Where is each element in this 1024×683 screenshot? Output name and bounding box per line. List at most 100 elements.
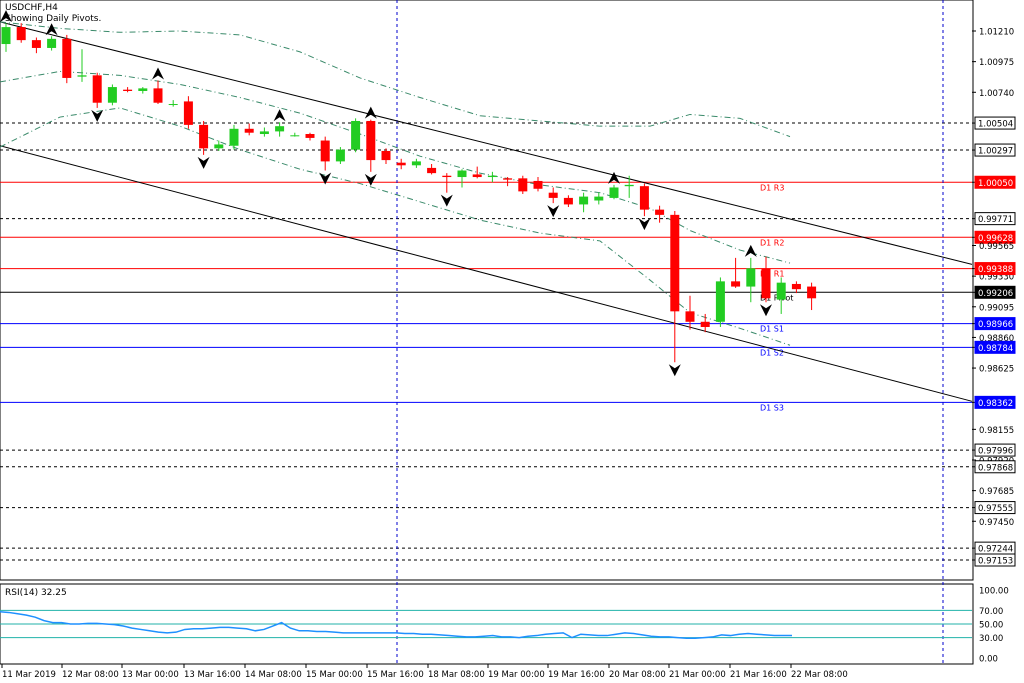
candle-body xyxy=(168,104,178,106)
candle-body xyxy=(107,87,117,103)
candle-body xyxy=(366,120,376,161)
pivot-label: D1 S1 xyxy=(760,325,784,334)
candle-body xyxy=(594,196,604,201)
price-label-box xyxy=(974,395,1016,409)
price-tick-label: 0.97868 xyxy=(978,463,1013,473)
candle-body xyxy=(183,101,193,125)
candle-body xyxy=(320,140,330,162)
rsi-label: RSI(14) 32.25 xyxy=(5,588,67,598)
time-tick-label: 11 Mar 2019 xyxy=(2,670,56,680)
price-label-box xyxy=(974,143,1016,157)
price-tick-label: 0.97996 xyxy=(978,447,1013,457)
candle-body xyxy=(47,38,57,48)
price-tick-label: 0.97244 xyxy=(978,545,1013,555)
candle-body xyxy=(731,281,741,287)
envelope-line xyxy=(0,21,791,138)
fractal-down-icon xyxy=(668,364,681,377)
price-tick-label: 0.97153 xyxy=(978,557,1013,567)
price-tick-label: 0.98966 xyxy=(978,320,1013,330)
candle-body xyxy=(624,184,634,187)
candle-body xyxy=(351,120,361,150)
candle-body xyxy=(305,134,315,138)
price-tick-label: 0.98155 xyxy=(979,426,1014,436)
price-tick-label: 0.99206 xyxy=(978,289,1013,299)
fractal-down-icon xyxy=(638,218,651,231)
candle-body xyxy=(503,178,513,180)
time-tick-label: 14 Mar 08:00 xyxy=(245,670,302,680)
chart-symbol-title: USDCHF,H4 xyxy=(5,3,58,13)
pivot-label: D1 S2 xyxy=(760,348,784,357)
price-label-box xyxy=(974,340,1016,354)
rsi-line xyxy=(0,611,792,640)
candle-body xyxy=(518,178,528,192)
fractal-down-icon xyxy=(364,173,377,186)
price-tick-label: 0.97685 xyxy=(979,487,1014,497)
candle-body xyxy=(77,75,87,77)
price-label-box xyxy=(974,262,1016,276)
price-tick-label: 1.00740 xyxy=(979,89,1014,99)
fractal-down-icon xyxy=(197,156,210,169)
time-tick-label: 19 Mar 16:00 xyxy=(548,670,605,680)
rsi-axis-label: 0.00 xyxy=(979,655,998,665)
candle-body xyxy=(670,214,680,312)
rsi-indicator: 100.00 70.00 50.00 30.00 0.00 xyxy=(0,587,1009,665)
fractal-up-icon xyxy=(45,23,58,36)
fractal-up-icon xyxy=(0,10,12,23)
candle-body xyxy=(290,135,300,137)
time-tick-label: 21 Mar 00:00 xyxy=(669,670,726,680)
candle-body xyxy=(548,192,558,198)
price-label-box xyxy=(974,460,1016,474)
fractal-down-icon xyxy=(760,304,772,317)
candle-body xyxy=(533,180,543,189)
fractal-down-icon xyxy=(440,194,453,207)
fractal-up-icon xyxy=(608,171,620,184)
price-tick-label: 0.99388 xyxy=(978,265,1013,275)
candle-body xyxy=(92,75,102,103)
fractal-arrows xyxy=(0,10,772,377)
candle-body xyxy=(487,175,497,178)
price-tick-label: 0.99628 xyxy=(978,234,1013,244)
candle-body xyxy=(396,162,406,166)
time-tick-label: 15 Mar 00:00 xyxy=(306,670,363,680)
candle-body xyxy=(579,196,589,205)
candle-body xyxy=(199,124,209,149)
channel-line xyxy=(0,145,973,402)
price-tick-label: 0.99330 xyxy=(979,273,1014,283)
price-tick-label: 0.98362 xyxy=(978,399,1013,409)
channel-line xyxy=(0,21,973,265)
candle-body xyxy=(123,89,133,91)
vertical-separators xyxy=(396,0,944,664)
rsi-axis-label: 100.00 xyxy=(979,587,1009,597)
candles xyxy=(1,23,817,363)
candle-body xyxy=(244,128,254,133)
candle-body xyxy=(381,150,391,161)
fractal-up-icon xyxy=(152,67,164,80)
candle-body xyxy=(655,209,665,215)
price-tick-label: 0.99095 xyxy=(979,303,1014,313)
time-tick-label: 13 Mar 16:00 xyxy=(184,670,241,680)
rsi-pane-border xyxy=(0,583,974,665)
candle-body xyxy=(259,131,269,135)
candle-body xyxy=(427,167,437,174)
time-tick-label: 20 Mar 08:00 xyxy=(609,670,666,680)
candle-body xyxy=(609,187,619,198)
main-pane-border xyxy=(0,0,974,581)
price-label-box xyxy=(974,285,1016,299)
candle-body xyxy=(62,38,72,78)
fractal-down-icon xyxy=(547,205,560,218)
price-label-box xyxy=(974,116,1016,130)
fractal-down-icon xyxy=(91,109,104,122)
price-tick-label: 0.99565 xyxy=(979,242,1014,252)
price-tick-label: 1.00297 xyxy=(978,147,1013,157)
candle-body xyxy=(1,27,11,45)
price-tick-label: 1.00050 xyxy=(978,179,1013,189)
pivot-label: D1 S3 xyxy=(760,403,784,412)
candle-body xyxy=(563,197,573,205)
price-label-box xyxy=(974,501,1016,515)
price-label-box xyxy=(974,230,1016,244)
candle-body xyxy=(776,282,786,300)
candle-body xyxy=(472,174,482,178)
rsi-axis-label: 30.00 xyxy=(979,634,1003,644)
